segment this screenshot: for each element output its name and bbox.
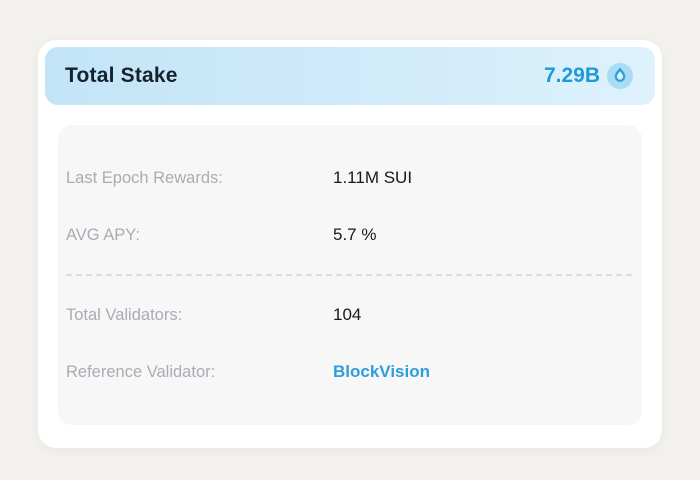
stat-label: Reference Validator: xyxy=(66,362,216,381)
stat-label: Last Epoch Rewards: xyxy=(66,168,223,187)
stat-row-total-validators: Total Validators: 104 xyxy=(66,295,632,335)
stat-value: 5.7 % xyxy=(333,225,377,244)
total-stake-card: Total Stake 7.29B Last Epoch Rewards: 1.… xyxy=(38,40,662,448)
stat-row-reference-validator: Reference Validator: BlockVision xyxy=(66,352,632,392)
card-title: Total Stake xyxy=(65,64,178,87)
sui-droplet-icon xyxy=(607,63,633,89)
stat-label: Total Validators: xyxy=(66,305,183,324)
reference-validator-link[interactable]: BlockVision xyxy=(333,362,430,381)
stat-row-last-epoch-rewards: Last Epoch Rewards: 1.11M SUI xyxy=(66,158,632,198)
stat-value: 104 xyxy=(333,305,362,324)
dashed-divider xyxy=(66,274,632,276)
total-stake-summary: 7.29B xyxy=(544,63,633,89)
total-stake-header: Total Stake 7.29B xyxy=(45,47,655,105)
stat-value: 1.11M SUI xyxy=(333,168,413,187)
stat-label: AVG APY: xyxy=(66,225,140,244)
total-stake-value: 7.29B xyxy=(543,64,600,87)
stat-row-avg-apy: AVG APY: 5.7 % xyxy=(66,215,632,255)
stats-panel: Last Epoch Rewards: 1.11M SUI AVG APY: 5… xyxy=(58,125,642,425)
